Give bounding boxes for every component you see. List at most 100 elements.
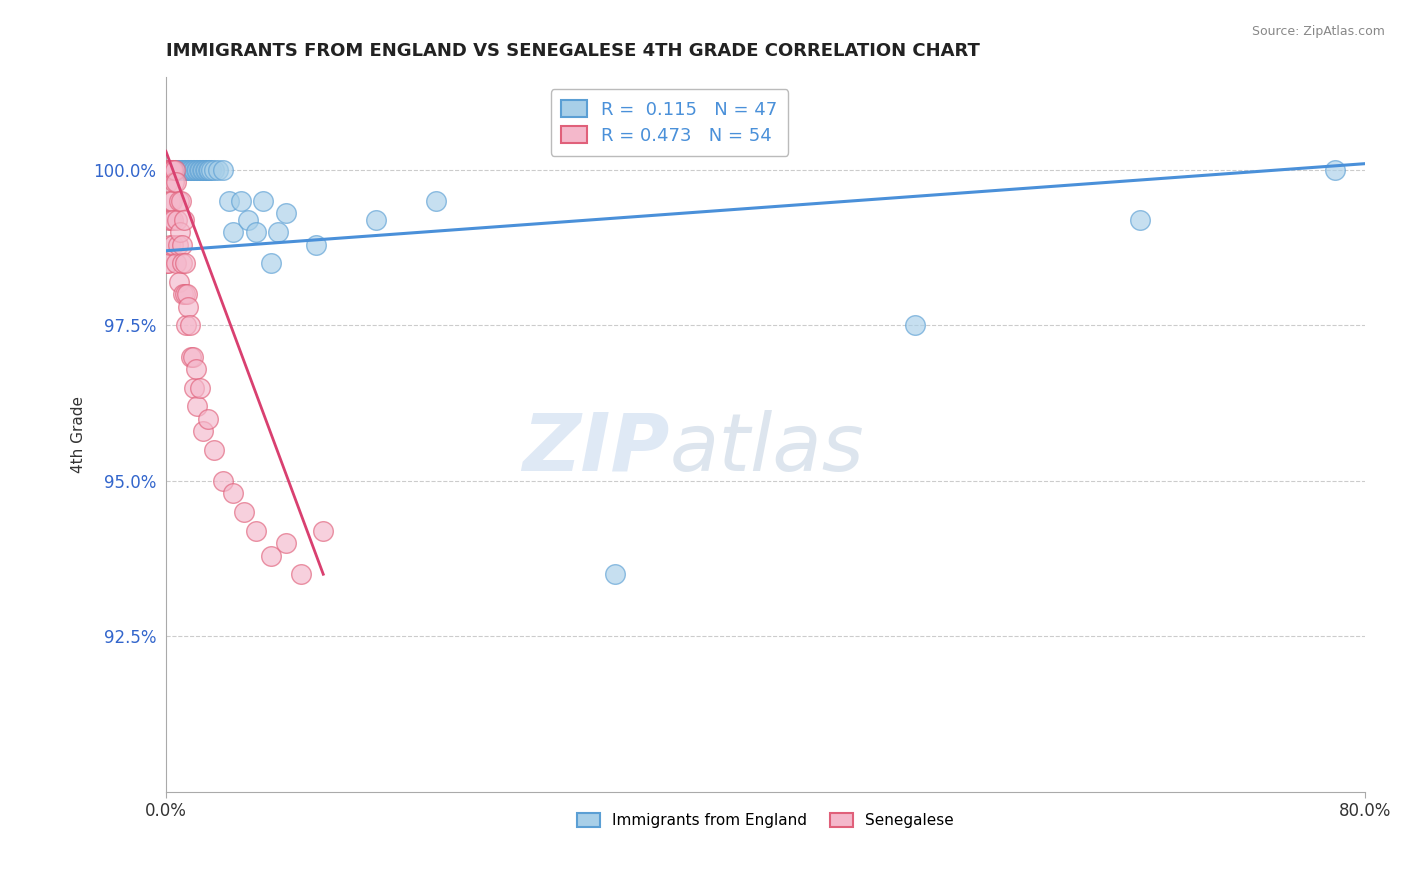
Point [290, 567, 312, 582]
Point [157, 162, 180, 177]
Point [160, 162, 183, 177]
Point [170, 237, 193, 252]
Text: IMMIGRANTS FROM ENGLAND VS SENEGALESE 4TH GRADE CORRELATION CHART: IMMIGRANTS FROM ENGLAND VS SENEGALESE 4T… [166, 42, 980, 60]
Point [260, 549, 283, 563]
Point [1129, 212, 1152, 227]
Point [191, 162, 214, 177]
Point [172, 287, 194, 301]
Point [425, 194, 447, 208]
Point [172, 256, 194, 270]
Point [170, 194, 193, 208]
Point [245, 524, 267, 538]
Point [163, 175, 186, 189]
Point [605, 567, 627, 582]
Point [177, 162, 200, 177]
Text: ZIP: ZIP [522, 409, 669, 488]
Point [157, 162, 180, 177]
Point [260, 256, 283, 270]
Point [364, 212, 387, 227]
Point [184, 362, 207, 376]
Point [173, 162, 195, 177]
Point [212, 474, 235, 488]
Y-axis label: 4th Grade: 4th Grade [72, 396, 86, 473]
Point [193, 162, 215, 177]
Point [232, 505, 254, 519]
Point [174, 318, 197, 333]
Point [238, 212, 260, 227]
Point [195, 162, 218, 177]
Point [174, 287, 197, 301]
Point [167, 194, 190, 208]
Point [173, 256, 195, 270]
Point [162, 237, 184, 252]
Point [267, 225, 290, 239]
Point [157, 175, 180, 189]
Point [245, 225, 267, 239]
Point [187, 162, 209, 177]
Point [167, 162, 190, 177]
Legend: Immigrants from England, Senegalese: Immigrants from England, Senegalese [571, 806, 960, 834]
Point [305, 237, 328, 252]
Point [173, 212, 195, 227]
Point [169, 162, 191, 177]
Point [190, 162, 212, 177]
Point [212, 162, 235, 177]
Point [159, 162, 181, 177]
Point [222, 486, 245, 500]
Point [197, 162, 219, 177]
Point [904, 318, 927, 333]
Text: Source: ZipAtlas.com: Source: ZipAtlas.com [1251, 25, 1385, 38]
Point [177, 300, 200, 314]
Point [159, 237, 181, 252]
Point [200, 162, 222, 177]
Point [198, 162, 221, 177]
Point [202, 162, 225, 177]
Point [181, 350, 204, 364]
Point [167, 237, 190, 252]
Point [184, 162, 207, 177]
Point [179, 318, 201, 333]
Point [165, 256, 187, 270]
Point [186, 162, 208, 177]
Point [207, 162, 229, 177]
Point [160, 162, 183, 177]
Point [274, 206, 297, 220]
Point [202, 442, 225, 457]
Point [157, 212, 180, 227]
Point [174, 162, 197, 177]
Point [169, 275, 191, 289]
Point [176, 287, 198, 301]
Point [160, 162, 183, 177]
Point [165, 162, 187, 177]
Point [156, 256, 179, 270]
Point [159, 162, 181, 177]
Point [160, 194, 183, 208]
Point [252, 194, 274, 208]
Point [163, 162, 186, 177]
Point [222, 225, 245, 239]
Point [193, 424, 215, 438]
Point [166, 212, 188, 227]
Point [197, 411, 219, 425]
Point [170, 162, 193, 177]
Point [229, 194, 252, 208]
Point [169, 225, 191, 239]
Point [172, 162, 194, 177]
Point [165, 175, 187, 189]
Point [218, 194, 240, 208]
Point [312, 524, 335, 538]
Point [190, 381, 212, 395]
Point [183, 162, 205, 177]
Point [157, 256, 180, 270]
Point [183, 381, 205, 395]
Point [180, 350, 202, 364]
Point [179, 162, 201, 177]
Point [180, 162, 202, 177]
Point [163, 162, 186, 177]
Point [176, 162, 198, 177]
Point [181, 162, 204, 177]
Point [159, 194, 181, 208]
Text: atlas: atlas [669, 409, 865, 488]
Point [160, 212, 183, 227]
Point [1323, 162, 1346, 177]
